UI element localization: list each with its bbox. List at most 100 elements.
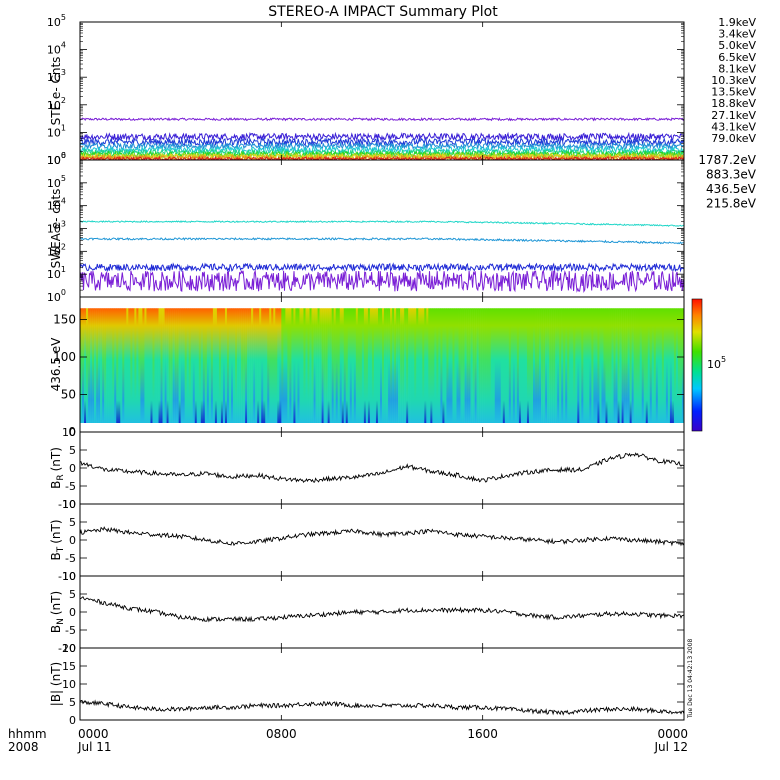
heatmap-column (176, 308, 179, 423)
legend-entry: 13.5keV (711, 86, 756, 99)
heatmap-column (613, 308, 616, 423)
heatmap-column (204, 308, 208, 423)
heatmap-column (591, 308, 594, 423)
field-line (80, 452, 685, 484)
x-date-label: Jul 12 (653, 740, 688, 754)
heatmap-column (504, 308, 508, 423)
legend-entry: 8.1keV (718, 62, 756, 75)
heatmap-column (281, 308, 284, 423)
heatmap-column (653, 308, 657, 423)
ste-legend: 1.9keV3.4keV5.0keV6.5keV8.1keV10.3keV13.… (711, 16, 756, 145)
y-tick-label: 0 (69, 534, 76, 547)
svg-text:5: 5 (721, 355, 726, 364)
heatmap-column (363, 308, 367, 423)
heatmap-column (681, 308, 684, 423)
heatmap-column (641, 308, 645, 423)
heatmap-column (526, 308, 530, 423)
heatmap-column (498, 308, 502, 423)
heatmap-column (408, 308, 411, 423)
heatmap-column (202, 308, 206, 423)
heatmap-column (392, 308, 395, 423)
heatmap-column (226, 308, 230, 423)
heatmap-column (510, 308, 514, 423)
heatmap-column (484, 308, 487, 423)
heatmap-column (327, 308, 330, 423)
field-line (79, 596, 685, 623)
heatmap-column (231, 308, 234, 423)
heatmap-column (462, 308, 465, 423)
panel-frame (79, 575, 685, 649)
heatmap-column (134, 308, 137, 423)
heatmap-column (643, 308, 647, 423)
heatmap-column (293, 308, 296, 423)
heatmap-column (424, 308, 427, 423)
heatmap-column (506, 308, 510, 423)
heatmap-column (224, 308, 228, 423)
heatmap-column (329, 308, 332, 423)
colorbar (691, 298, 703, 432)
heatmap-column (398, 308, 401, 423)
generation-timestamp: Tue Dec 13 04:42:13 2008 (687, 638, 694, 719)
heatmap-column (194, 308, 198, 423)
heatmap-column (375, 308, 379, 423)
panel-3: -10 -5 0 5 10 BR(nT) (49, 426, 685, 511)
heatmap-column (100, 308, 103, 423)
heatmap-column (343, 308, 347, 423)
heatmap-column (581, 308, 584, 423)
y-tick-label: 105 (47, 13, 66, 29)
heatmap-column (649, 308, 653, 423)
series-line-6.5keV (80, 141, 684, 151)
heatmap-column (448, 308, 451, 423)
panel-frame (79, 647, 685, 721)
heatmap-column (458, 308, 461, 423)
heatmap-column (420, 308, 423, 423)
heatmap-column (158, 308, 161, 423)
heatmap-column (593, 308, 596, 423)
heatmap-column (186, 308, 190, 423)
y-tick-label: 10 (62, 498, 76, 511)
y-tick-label: 102 (47, 242, 66, 258)
y-tick-label: 50 (61, 388, 76, 402)
heatmap-column (494, 308, 498, 423)
heatmap-column (528, 308, 532, 423)
heatmap-column (188, 308, 192, 423)
heatmap-column (553, 308, 556, 423)
heatmap-column (541, 308, 544, 423)
x-tick-label: 0000 (78, 727, 109, 741)
panel-5: -10 -5 0 5 10 BN(nT) (49, 570, 685, 655)
heatmap-column (351, 308, 355, 423)
heatmap-column (98, 308, 101, 423)
heatmap-column (239, 308, 242, 423)
heatmap-column (90, 308, 93, 423)
heatmap-column (313, 308, 316, 423)
x-tick-label: 0800 (266, 727, 297, 741)
x-date-label: Jul 11 (77, 740, 112, 754)
heatmap-column (589, 308, 592, 423)
legend-entry: 27.1keV (711, 109, 756, 122)
heatmap-column (291, 308, 294, 423)
heatmap-column (297, 308, 300, 423)
heatmap-column (446, 308, 449, 423)
plot-title: STEREO-A IMPACT Summary Plot (268, 4, 498, 20)
y-axis-label: |B| (nT) (49, 662, 63, 706)
heatmap-column (502, 308, 506, 423)
x-tick-label: 1600 (467, 727, 498, 741)
heatmap-column (255, 308, 258, 423)
heatmap-column (325, 308, 328, 423)
heatmap-column (633, 308, 636, 423)
heatmap-column (627, 308, 630, 423)
heatmap-column (386, 308, 389, 423)
heatmap-column (444, 308, 447, 423)
heatmap-column (565, 308, 568, 423)
heatmap-column (488, 308, 492, 423)
heatmap-column (430, 308, 433, 423)
heatmap-column (524, 308, 528, 423)
heatmap-column (549, 308, 552, 423)
heatmap-column (196, 308, 200, 423)
y-tick-label: 106 (47, 151, 66, 167)
heatmap-column (418, 308, 421, 423)
heatmap-column (496, 308, 500, 423)
heatmap-column (639, 308, 643, 423)
y-axis-label: BT(nT) (49, 519, 66, 560)
heatmap-column (337, 308, 341, 423)
